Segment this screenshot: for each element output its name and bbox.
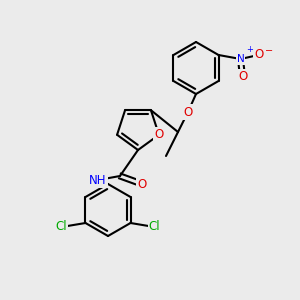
Text: O: O: [137, 178, 147, 190]
Text: NH: NH: [89, 173, 107, 187]
Text: O: O: [183, 106, 193, 118]
Text: −: −: [265, 46, 273, 56]
Text: +: +: [247, 45, 254, 54]
Text: Cl: Cl: [56, 220, 67, 233]
Text: O: O: [154, 128, 164, 141]
Text: Cl: Cl: [149, 220, 160, 233]
Text: O: O: [254, 49, 263, 62]
Text: N: N: [237, 54, 244, 64]
Text: O: O: [238, 70, 247, 83]
